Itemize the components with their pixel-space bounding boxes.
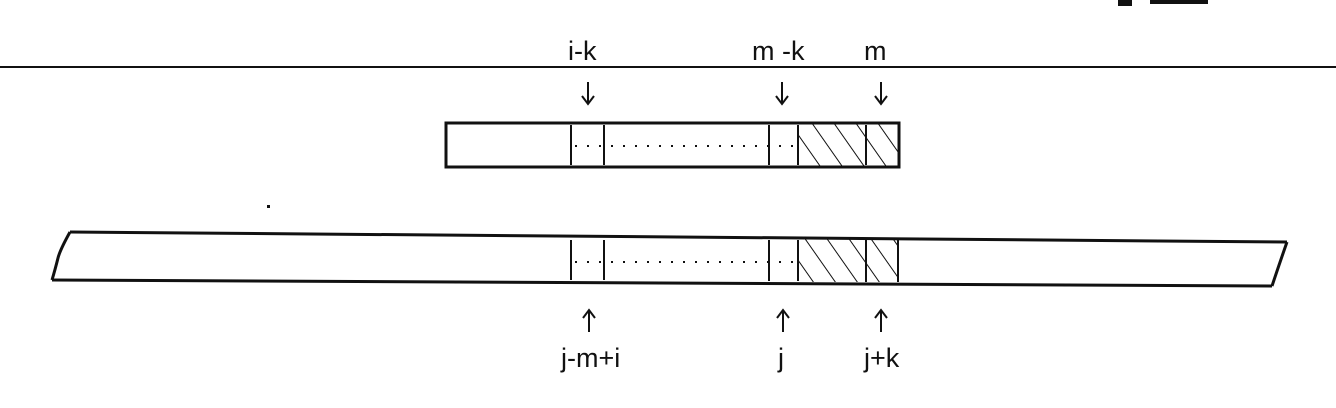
label-i-minus-k: i-k <box>568 36 597 66</box>
header-text-fragment <box>1118 0 1208 6</box>
pattern-matched-suffix-hatch <box>798 124 898 166</box>
down-arrows <box>581 82 888 106</box>
text-bar <box>50 230 1289 288</box>
label-j-minus-m-plus-i: j-m+i <box>560 343 620 373</box>
label-m-minus-k: m -k <box>752 36 805 66</box>
stray-dot <box>267 205 270 208</box>
pattern-bar <box>444 121 901 169</box>
label-m: m <box>864 36 887 66</box>
up-arrows <box>582 308 888 332</box>
label-j-plus-k: j+k <box>863 343 900 373</box>
text-matched-suffix-hatch <box>798 238 898 282</box>
label-j: j <box>777 343 784 373</box>
